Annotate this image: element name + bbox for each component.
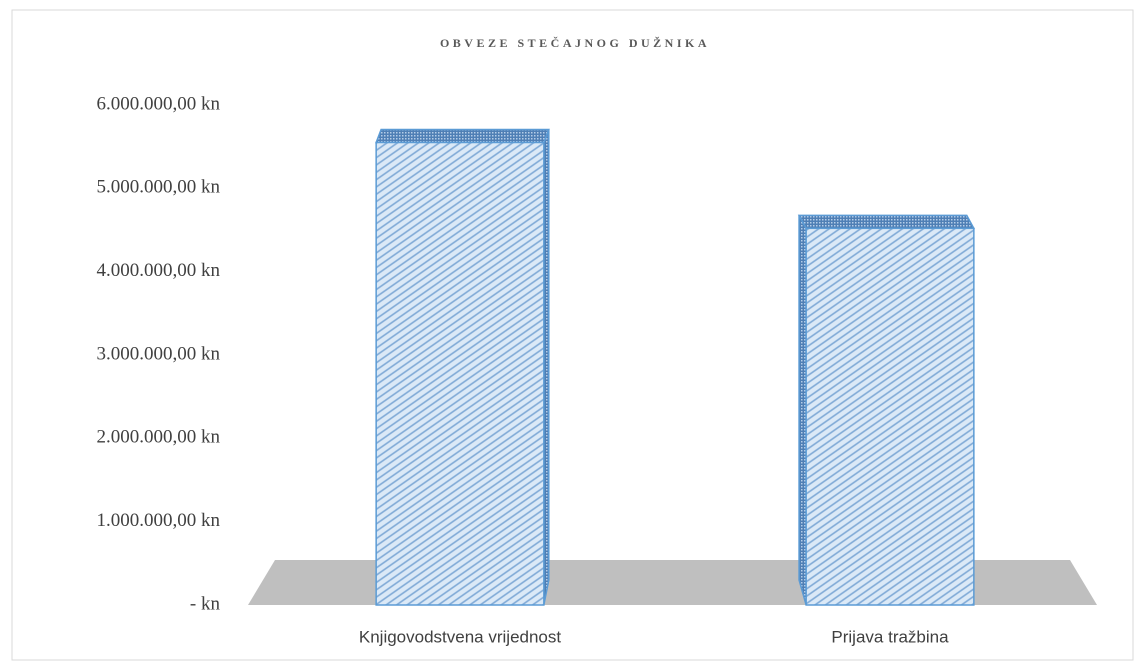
y-tick-label: 4.000.000,00 kn [97,260,221,281]
y-tick-label: 1.000.000,00 kn [97,510,221,531]
y-tick-label: - kn [190,593,221,614]
bar-top [375,128,550,144]
x-tick-label: Prijava tražbina [831,627,949,646]
bar [805,227,975,606]
bar-top [797,214,976,230]
y-tick-label: 3.000.000,00 kn [97,343,221,364]
y-tick-label: 2.000.000,00 kn [97,427,221,448]
chart-title: OBVEZE STEČAJNOG DUŽNIKA [440,36,710,50]
y-tick-label: 6.000.000,00 kn [97,93,221,114]
y-tick-label: 5.000.000,00 kn [97,177,221,198]
x-tick-label: Knjigovodstvena vrijednost [359,627,562,646]
bar [375,141,545,606]
bar-side [798,214,807,606]
